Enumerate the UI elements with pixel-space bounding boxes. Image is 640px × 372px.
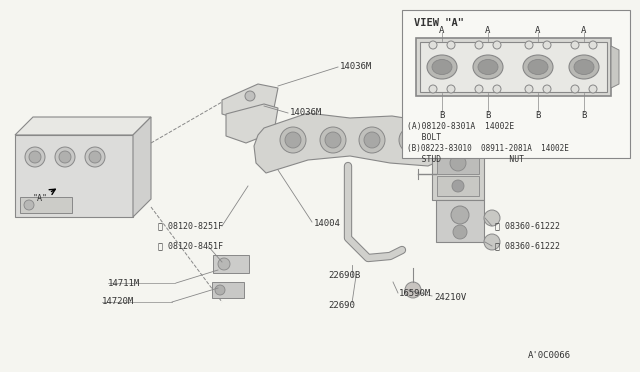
Circle shape [525, 85, 533, 93]
Circle shape [525, 41, 533, 49]
Text: Ⓢ 08360-61222: Ⓢ 08360-61222 [495, 221, 560, 231]
Text: (A)08120-8301A  14002E: (A)08120-8301A 14002E [407, 122, 515, 131]
Ellipse shape [473, 55, 503, 79]
Circle shape [451, 206, 469, 224]
Polygon shape [222, 84, 278, 120]
Polygon shape [226, 104, 278, 143]
Circle shape [475, 41, 483, 49]
Text: 22690B: 22690B [328, 272, 360, 280]
Text: Ⓢ 08360-61222: Ⓢ 08360-61222 [495, 241, 560, 250]
Circle shape [429, 41, 437, 49]
Text: A: A [581, 26, 586, 35]
Bar [437, 152, 479, 174]
Text: "A": "A" [33, 193, 47, 202]
Circle shape [543, 41, 551, 49]
Text: 14004: 14004 [314, 218, 341, 228]
Text: 16590M: 16590M [399, 289, 431, 298]
Circle shape [285, 132, 301, 148]
Ellipse shape [427, 55, 457, 79]
Circle shape [475, 85, 483, 93]
Circle shape [29, 151, 41, 163]
Circle shape [55, 147, 75, 167]
Polygon shape [254, 113, 448, 173]
Circle shape [447, 85, 455, 93]
Circle shape [245, 91, 255, 101]
Text: VIEW "A": VIEW "A" [414, 18, 464, 28]
Text: A: A [439, 26, 444, 35]
Circle shape [429, 85, 437, 93]
Circle shape [215, 285, 225, 295]
Bar [212, 282, 244, 298]
Circle shape [453, 225, 467, 239]
Text: (B)08223-83010  08911-2081A  14002E: (B)08223-83010 08911-2081A 14002E [407, 144, 569, 153]
Circle shape [280, 127, 306, 153]
Text: 22690: 22690 [328, 301, 355, 310]
Circle shape [493, 41, 501, 49]
Bar [432, 148, 484, 200]
Text: A: A [535, 26, 540, 35]
Circle shape [450, 155, 466, 171]
Ellipse shape [528, 60, 548, 74]
Bar [213, 255, 249, 273]
Text: B: B [581, 110, 586, 119]
Text: BOLT: BOLT [407, 132, 441, 141]
Ellipse shape [574, 60, 594, 74]
Text: 14036M: 14036M [340, 61, 372, 71]
Circle shape [447, 41, 455, 49]
Text: A'0C0066: A'0C0066 [528, 352, 571, 360]
Bar [402, 10, 630, 158]
Text: STUD              NUT: STUD NUT [407, 154, 524, 164]
Circle shape [589, 41, 597, 49]
Circle shape [24, 200, 34, 210]
Circle shape [404, 132, 420, 148]
Text: A: A [485, 26, 490, 35]
Ellipse shape [523, 55, 553, 79]
Text: B: B [485, 110, 490, 119]
Circle shape [484, 234, 500, 250]
Text: 14004A: 14004A [430, 141, 462, 150]
Text: 14720M: 14720M [102, 298, 134, 307]
Text: Ⓑ 08120-8251F: Ⓑ 08120-8251F [158, 221, 223, 231]
Ellipse shape [569, 55, 599, 79]
Circle shape [59, 151, 71, 163]
Circle shape [543, 85, 551, 93]
Bar [437, 176, 479, 196]
Polygon shape [15, 135, 133, 217]
Polygon shape [611, 46, 619, 88]
Circle shape [405, 282, 421, 298]
Circle shape [25, 147, 45, 167]
Ellipse shape [432, 60, 452, 74]
Circle shape [85, 147, 105, 167]
Circle shape [399, 127, 425, 153]
Bar [20, 197, 72, 213]
Circle shape [484, 210, 500, 226]
Circle shape [320, 127, 346, 153]
Circle shape [493, 85, 501, 93]
Circle shape [218, 258, 230, 270]
Text: 14711M: 14711M [108, 279, 140, 288]
Text: B: B [439, 110, 444, 119]
Text: 24210V: 24210V [434, 292, 467, 301]
Text: B: B [535, 110, 540, 119]
Circle shape [571, 41, 579, 49]
Ellipse shape [478, 60, 498, 74]
Circle shape [89, 151, 101, 163]
Bar [416, 38, 611, 96]
Text: Ⓑ 08120-8451F: Ⓑ 08120-8451F [158, 241, 223, 250]
Circle shape [589, 85, 597, 93]
Polygon shape [133, 117, 151, 217]
Circle shape [364, 132, 380, 148]
Bar [436, 200, 484, 242]
Bar [420, 42, 607, 92]
Circle shape [452, 180, 464, 192]
Circle shape [325, 132, 341, 148]
Polygon shape [15, 117, 151, 135]
Circle shape [571, 85, 579, 93]
Circle shape [359, 127, 385, 153]
Text: 14036M: 14036M [290, 108, 323, 116]
